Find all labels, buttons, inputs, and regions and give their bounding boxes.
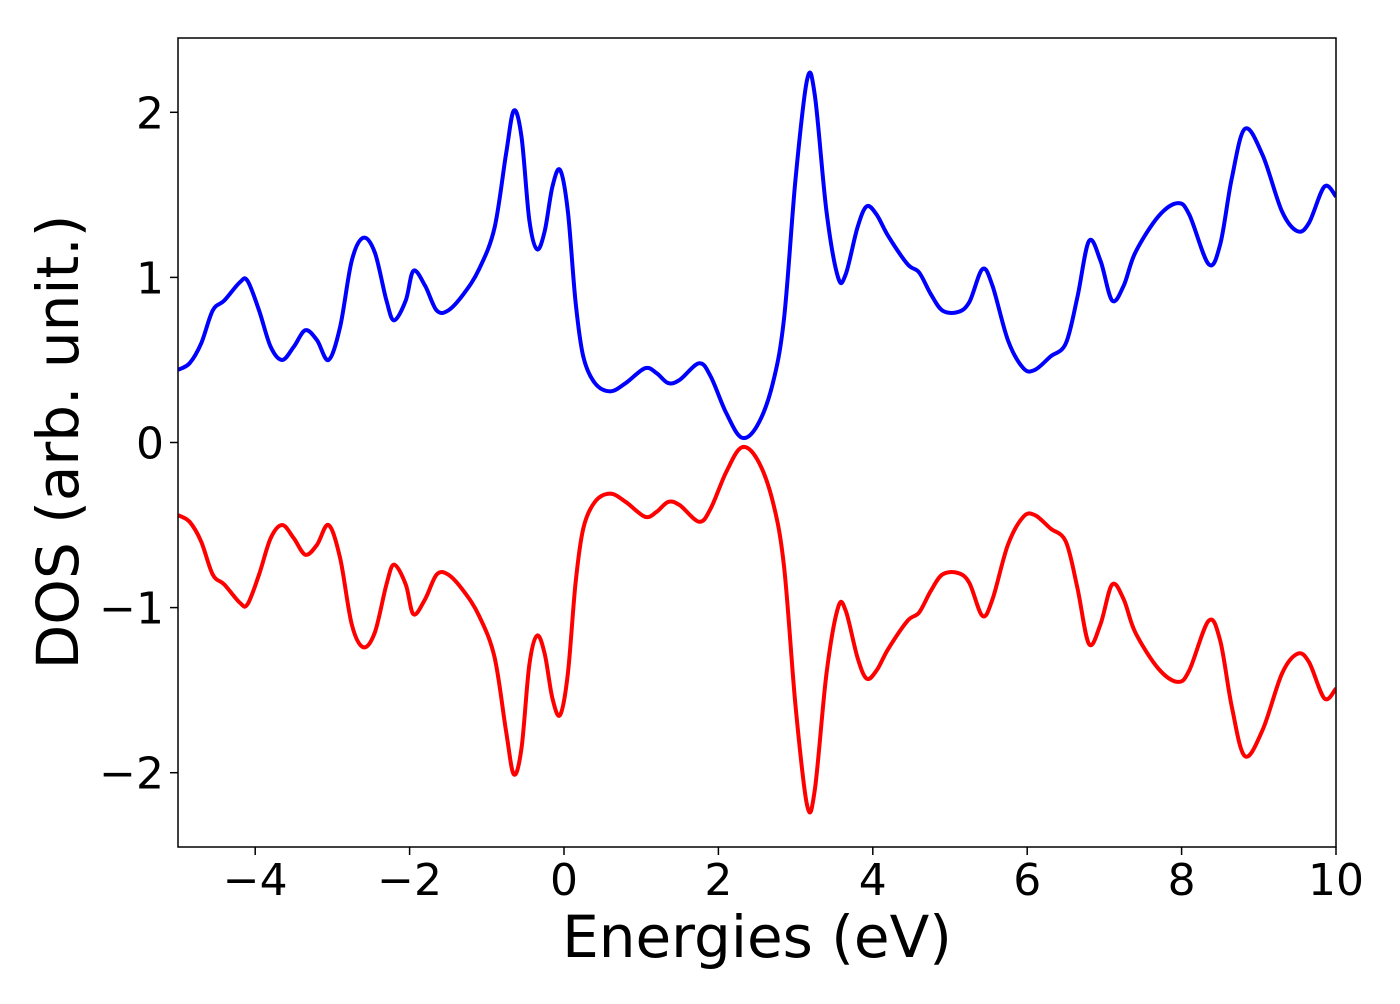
x-tick-label: 2 — [704, 855, 732, 906]
x-tick-label: 8 — [1168, 855, 1196, 906]
y-tick-label: 1 — [136, 253, 164, 304]
y-axis-label: DOS (arb. unit.) — [24, 215, 92, 670]
y-tick-label: −2 — [99, 749, 164, 800]
curves-layer — [178, 70, 1336, 815]
dos-curve-red — [178, 444, 1336, 815]
x-tick-label: −2 — [377, 855, 442, 906]
x-axis-label: Energies (eV) — [562, 903, 952, 971]
dos-curve-blue — [178, 70, 1336, 441]
plot-frame — [177, 37, 1337, 848]
x-tick-label: 10 — [1308, 855, 1364, 906]
y-tick-label: 2 — [136, 88, 164, 139]
y-tick-label: −1 — [99, 584, 164, 635]
x-tick-label: 6 — [1013, 855, 1041, 906]
x-tick-label: 0 — [550, 855, 578, 906]
x-tick-label: −4 — [223, 855, 288, 906]
y-tick-label: 0 — [136, 419, 164, 470]
x-tick-label: 4 — [859, 855, 887, 906]
